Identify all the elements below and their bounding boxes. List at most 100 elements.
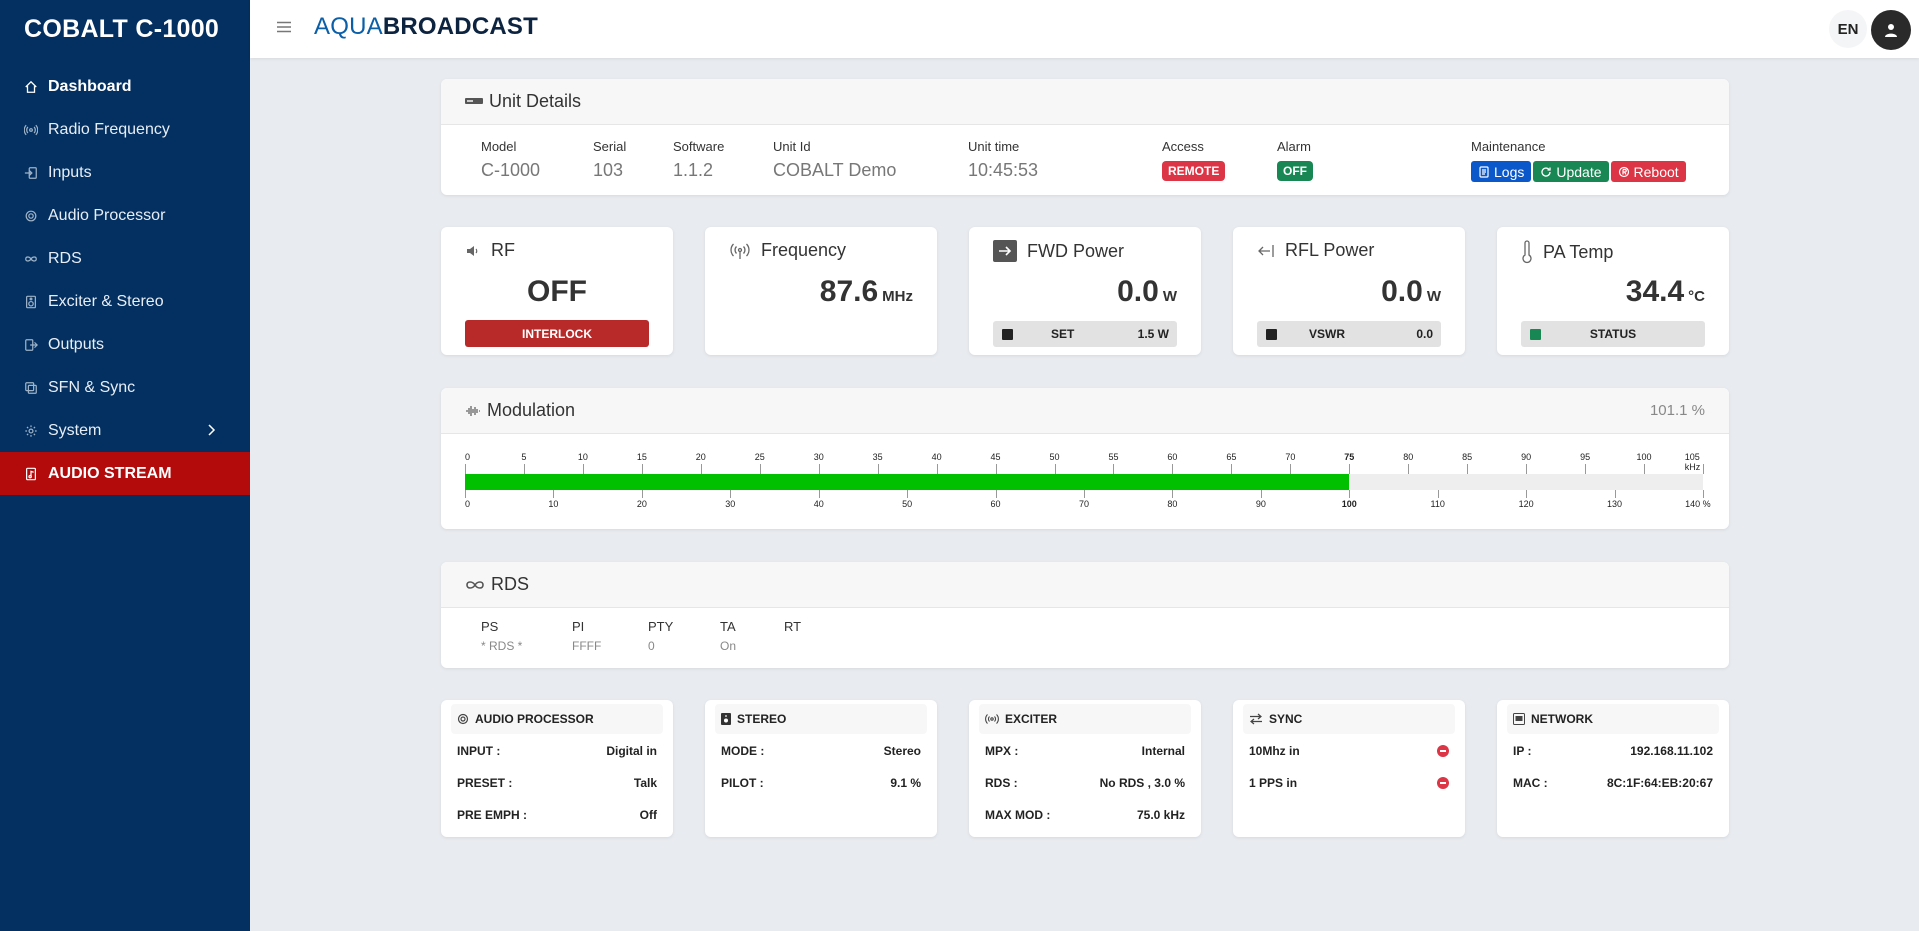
card-header: Modulation 101.1 %: [441, 388, 1729, 434]
card-header: STEREO: [715, 704, 927, 734]
sidebar-item-audio-stream[interactable]: AUDIO STREAM: [0, 452, 250, 495]
sidebar-item-sfn-sync[interactable]: SFN & Sync: [0, 366, 250, 409]
percent-tick-label: 0: [465, 499, 471, 509]
rfl-power-value: 0.0 W: [1381, 275, 1441, 308]
khz-tick: [1113, 464, 1115, 474]
sidebar-item-audio-processor[interactable]: Audio Processor: [0, 194, 250, 237]
khz-tick: [700, 464, 702, 474]
speaker-icon: [721, 713, 731, 725]
home-icon: [24, 80, 38, 94]
khz-tick-label: 50: [1049, 452, 1060, 462]
khz-tick-label: 15: [636, 452, 647, 462]
sidebar-nav: Dashboard Radio Frequency Inputs Audio P…: [0, 65, 250, 495]
sidebar-item-dashboard[interactable]: Dashboard: [0, 65, 250, 108]
percent-tick: [818, 490, 820, 498]
percent-tick: [1084, 490, 1085, 498]
percent-tick: [1437, 490, 1439, 498]
percent-tick-label: 40: [813, 499, 824, 509]
sidebar-item-label: Dashboard: [48, 77, 132, 95]
khz-tick: [465, 464, 466, 474]
khz-tick: [1290, 464, 1292, 474]
sync-icon: [24, 381, 38, 395]
modulation-value: 101.1 %: [1649, 402, 1705, 419]
rds-pty-field: PTY 0: [648, 619, 674, 653]
rds-ps-field: PS * RDS *: [481, 619, 523, 653]
card-header: NETWORK: [1507, 704, 1719, 734]
sidebar-item-label: Outputs: [48, 335, 105, 353]
khz-tick: [1349, 464, 1351, 474]
antenna-icon: [729, 242, 751, 260]
logs-button[interactable]: Logs: [1471, 161, 1532, 182]
khz-tick-label: 95: [1580, 452, 1591, 462]
sidebar-item-label: RDS: [48, 249, 82, 267]
sidebar-item-exciter-stereo[interactable]: Exciter & Stereo: [0, 280, 250, 323]
card-title: RDS: [491, 574, 530, 594]
sidebar-item-inputs[interactable]: Inputs: [0, 151, 250, 194]
hamburger-menu-icon[interactable]: [276, 19, 292, 35]
modulation-fill: [465, 474, 1350, 490]
maintenance-field: Maintenance Logs Update Reboot: [1471, 139, 1688, 183]
sidebar-item-label: Inputs: [48, 163, 92, 181]
processor-icon: [457, 713, 469, 725]
card-header: RDS: [441, 562, 1729, 608]
percent-tick-label: 110: [1430, 499, 1445, 509]
khz-tick-label: 85: [1462, 452, 1473, 462]
swap-arrows-icon: [1249, 713, 1263, 725]
khz-tick: [641, 464, 643, 474]
network-card: NETWORK IP :192.168.11.102 MAC :8C:1F:64…: [1497, 700, 1729, 837]
sidebar-item-system[interactable]: System: [0, 409, 250, 452]
output-icon: [24, 338, 38, 352]
khz-tick: [1585, 464, 1587, 474]
pa-temp-value: 34.4 °C: [1625, 275, 1705, 308]
sidebar-item-outputs[interactable]: Outputs: [0, 323, 250, 366]
sidebar-item-label: AUDIO STREAM: [48, 464, 172, 482]
percent-tick: [1172, 490, 1174, 498]
percent-tick-label: 20: [636, 499, 647, 509]
device-icon: [465, 97, 483, 107]
khz-tick-label: 35: [872, 452, 883, 462]
percent-tick: [730, 490, 732, 498]
model-field: Model C-1000: [481, 139, 541, 180]
gear-icon: [24, 424, 38, 438]
khz-tick: [818, 464, 820, 474]
percent-tick-label: 80: [1167, 499, 1178, 509]
rds-rt-field: RT: [784, 619, 802, 634]
language-button[interactable]: EN: [1829, 10, 1867, 48]
rf-value: OFF: [527, 275, 587, 308]
percent-tick-label: 120: [1518, 499, 1534, 509]
alarm-badge: OFF: [1277, 161, 1313, 181]
info-row: 1 PPS in: [1249, 776, 1449, 790]
network-icon: [1513, 713, 1525, 725]
khz-tick-label: 75: [1344, 452, 1355, 462]
update-button[interactable]: Update: [1533, 161, 1609, 182]
sidebar-item-label: Exciter & Stereo: [48, 292, 164, 310]
khz-tick: [1408, 464, 1410, 474]
software-field: Software 1.1.2: [673, 139, 725, 180]
chevron-right-icon: [206, 423, 216, 441]
frequency-card: Frequency 87.6 MHz: [705, 227, 937, 355]
fwd-power-value: 0.0 W: [1117, 275, 1177, 308]
sidebar-item-rds[interactable]: RDS: [0, 237, 250, 280]
info-row: PILOT :9.1 %: [721, 776, 921, 790]
user-avatar-button[interactable]: [1871, 10, 1911, 50]
infinity-icon: [465, 579, 485, 591]
rds-ta-field: TA On: [720, 619, 737, 653]
error-icon: [1437, 777, 1449, 789]
card-title: Modulation: [487, 400, 576, 420]
unit-time-field: Unit time 10:45:53: [968, 139, 1039, 180]
percent-tick: [1260, 490, 1262, 498]
percent-tick-label: 130: [1607, 499, 1623, 509]
percent-tick: [1526, 490, 1528, 498]
percent-tick: [907, 490, 909, 498]
modulation-card: Modulation 101.1 % 0 5 10 15 20 25 30 35 40 45 50 5…: [441, 388, 1729, 529]
khz-tick: [1526, 464, 1528, 474]
status-square: [1266, 328, 1277, 340]
reboot-icon: [1618, 166, 1629, 177]
khz-tick-label: 55: [1108, 452, 1119, 462]
topbar: AQUABROADCAST EN: [250, 0, 1919, 58]
sidebar-item-radio-frequency[interactable]: Radio Frequency: [0, 108, 250, 151]
antenna-icon: [24, 123, 38, 137]
status-square: [1530, 328, 1541, 340]
reboot-button[interactable]: Reboot: [1610, 161, 1686, 182]
card-header: Unit Details: [441, 79, 1729, 125]
